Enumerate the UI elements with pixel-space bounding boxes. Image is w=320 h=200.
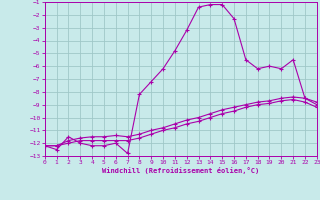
X-axis label: Windchill (Refroidissement éolien,°C): Windchill (Refroidissement éolien,°C) bbox=[102, 167, 260, 174]
